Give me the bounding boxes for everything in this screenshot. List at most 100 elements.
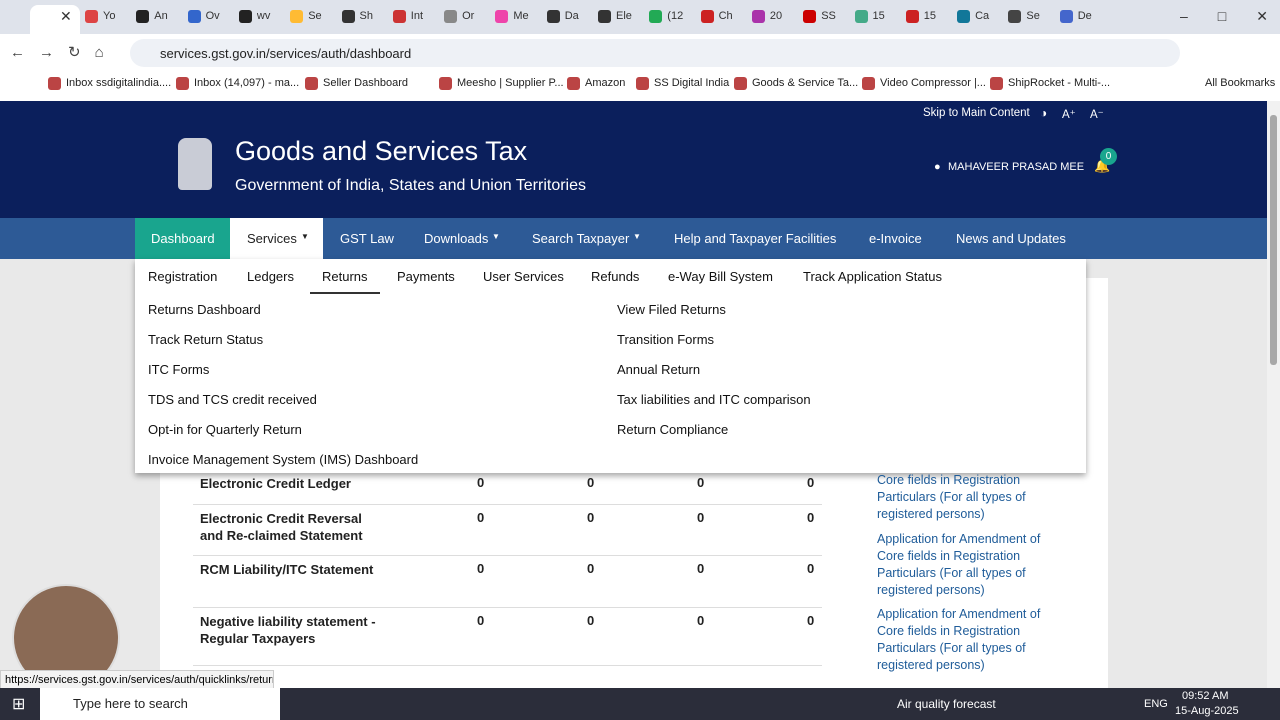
tab-title[interactable]: Sh <box>359 10 373 22</box>
bookmark-icon[interactable] <box>176 77 189 90</box>
subnav-item[interactable]: Ledgers <box>247 269 294 284</box>
user-name[interactable]: MAHAVEER PRASAD MEE <box>948 161 1085 173</box>
bookmark-icon[interactable] <box>862 77 875 90</box>
tab-icon[interactable] <box>854 10 868 23</box>
row-label[interactable]: Electronic Credit Reversal and Re-claime… <box>200 511 363 543</box>
subnav-item[interactable]: User Services <box>483 269 564 284</box>
menu-item[interactable]: View Filed Returns <box>617 302 726 317</box>
subnav-item[interactable]: Returns <box>322 269 368 284</box>
bookmark-icon[interactable] <box>636 77 649 90</box>
quick-link[interactable]: Core fields in Registration Particulars … <box>877 473 1026 521</box>
menu-item[interactable]: Track Return Status <box>148 332 264 347</box>
tab-title[interactable]: 15 <box>872 10 885 22</box>
weather[interactable]: Air quality forecast <box>897 697 996 711</box>
search-box[interactable] <box>40 688 280 720</box>
tab-icon[interactable] <box>598 10 611 23</box>
menu-item[interactable]: Transition Forms <box>617 332 715 347</box>
bookmark[interactable]: Meesho | Supplier P... <box>457 77 564 89</box>
nav-item[interactable]: Help and Taxpayer Facilities <box>674 231 837 246</box>
tab-title[interactable]: 15 <box>923 10 937 22</box>
subnav-item[interactable]: Track Application Status <box>803 269 942 284</box>
tab-icon[interactable] <box>238 10 252 23</box>
subnav-item[interactable]: Refunds <box>591 269 640 284</box>
menu-item[interactable]: Annual Return <box>617 362 701 377</box>
start-button[interactable]: ⊞ <box>12 696 26 713</box>
tab-title[interactable]: Or <box>462 10 475 22</box>
menu-item[interactable]: ITC Forms <box>148 362 210 377</box>
tab-icon[interactable] <box>85 10 98 23</box>
menu-item[interactable]: TDS and TCS credit received <box>148 392 317 407</box>
bookmark[interactable]: Inbox ssdigitalindia.... <box>66 77 172 89</box>
bookmark[interactable]: ShipRocket - Multi-... <box>1008 77 1111 89</box>
subnav-item[interactable]: Registration <box>148 269 218 284</box>
tab-title[interactable]: Int <box>410 10 424 22</box>
tab-icon[interactable] <box>803 10 817 23</box>
tab-title[interactable]: Da <box>564 10 579 22</box>
row-label[interactable]: Electronic Credit Ledger <box>200 476 351 491</box>
row-label[interactable]: RCM Liability/ITC Statement <box>200 562 374 577</box>
tab-title[interactable]: De <box>1077 10 1092 22</box>
all-bookmarks[interactable]: All Bookmarks <box>1205 77 1276 89</box>
tab-icon[interactable] <box>700 10 714 23</box>
tab-title[interactable]: Ch <box>718 10 733 22</box>
window-controls[interactable]: –□✕ <box>1180 8 1268 24</box>
nav-item[interactable]: Downloads <box>424 231 489 246</box>
tab-icon[interactable] <box>187 10 201 23</box>
menu-item[interactable]: Returns Dashboard <box>148 302 261 317</box>
nav-item[interactable]: GST Law <box>340 231 394 246</box>
tab-title[interactable]: Yo <box>103 10 116 22</box>
tab-icon[interactable] <box>341 10 355 23</box>
tab-title[interactable]: Se <box>1026 10 1040 22</box>
nav-item[interactable]: e-Invoice <box>869 231 922 246</box>
row-label[interactable]: Negative liability statement - Regular T… <box>200 614 376 646</box>
menu-item[interactable]: Tax liabilities and ITC comparison <box>617 392 811 407</box>
scroll-thumb[interactable] <box>1270 115 1277 365</box>
tab-close[interactable]: ✕ <box>60 8 72 24</box>
language[interactable]: ENG <box>1144 698 1168 710</box>
bookmark-icon[interactable] <box>305 77 318 90</box>
tab-title[interactable]: wv <box>256 10 271 22</box>
tab-title[interactable]: An <box>154 10 168 22</box>
tab-icon[interactable] <box>136 10 150 23</box>
bookmark[interactable]: Inbox (14,097) - ma... <box>194 77 300 89</box>
menu-item[interactable]: Return Compliance <box>617 422 729 437</box>
tab-icon[interactable] <box>905 10 919 23</box>
bookmark-icon[interactable] <box>567 77 580 90</box>
bookmark-icon[interactable] <box>48 77 61 90</box>
tab-icon[interactable] <box>1059 10 1073 23</box>
tab-icon[interactable] <box>444 10 458 23</box>
nav-item[interactable]: Services <box>247 231 297 246</box>
bookmark[interactable]: SS Digital India <box>654 77 730 89</box>
tab-icon[interactable] <box>495 10 509 23</box>
nav-buttons[interactable]: ←→↻⌂ <box>10 44 118 61</box>
nav-item[interactable]: Search Taxpayer <box>532 231 630 246</box>
tab-title[interactable]: Ele <box>616 10 632 22</box>
bookmark-icon[interactable] <box>439 77 452 90</box>
tab-icon[interactable] <box>546 10 560 23</box>
clock-date[interactable]: 15-Aug-2025 <box>1175 705 1239 717</box>
tab-icon[interactable] <box>392 10 406 23</box>
menu-item[interactable]: Invoice Management System (IMS) Dashboar… <box>148 452 419 467</box>
active-tab[interactable] <box>30 5 80 34</box>
tab-icon[interactable] <box>290 10 304 23</box>
contrast[interactable]: ◑ <box>1040 106 1048 120</box>
tab-icon[interactable] <box>751 10 765 23</box>
nav-item[interactable]: News and Updates <box>956 231 1066 246</box>
bookmark[interactable]: Video Compressor |... <box>880 77 986 89</box>
tab-title[interactable]: 20 <box>769 10 783 22</box>
tab-title[interactable]: SS <box>821 10 836 22</box>
font-down[interactable]: A⁻ <box>1090 109 1104 121</box>
tab-title[interactable]: Me <box>513 10 529 22</box>
quick-link[interactable]: Application for Amendment of Core fields… <box>877 532 1041 597</box>
subnav-item[interactable]: Payments <box>397 269 455 284</box>
skip-link[interactable]: Skip to Main Content <box>923 107 1030 119</box>
bookmark[interactable]: Goods & Service Ta... <box>752 77 859 89</box>
url-box[interactable] <box>130 39 1180 67</box>
tab-icon[interactable] <box>957 10 971 23</box>
bookmark[interactable]: Seller Dashboard <box>323 77 408 89</box>
subnav-item[interactable]: e-Way Bill System <box>668 269 773 284</box>
menu-item[interactable]: Opt-in for Quarterly Return <box>148 422 302 437</box>
tab-title[interactable]: Ov <box>205 10 220 22</box>
bookmark-icon[interactable] <box>734 77 747 90</box>
tab-title[interactable]: (12 <box>667 10 684 22</box>
